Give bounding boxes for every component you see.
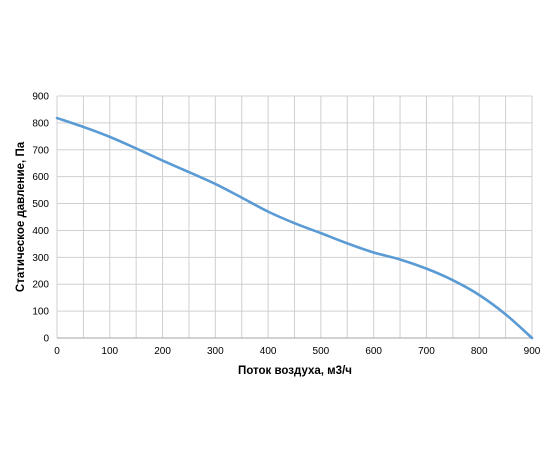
y-tick-label: 0 (43, 334, 49, 345)
gridlines (56, 95, 533, 339)
y-tick-label: 500 (32, 199, 49, 210)
y-tick-label: 700 (32, 145, 49, 156)
x-tick-label: 200 (154, 346, 171, 357)
x-tick-label: 600 (365, 346, 382, 357)
y-tick-label: 800 (32, 118, 49, 129)
x-tick-label: 300 (207, 346, 224, 357)
series-lines (55, 116, 534, 340)
x-tick-label: 800 (471, 346, 488, 357)
y-tick-label: 600 (32, 172, 49, 183)
x-tick-label: 700 (418, 346, 435, 357)
x-tick-label: 0 (54, 346, 60, 357)
x-tick-label: 500 (313, 346, 330, 357)
x-tick-label: 400 (260, 346, 277, 357)
y-tick-label: 400 (32, 226, 49, 237)
y-axis-title: Статическое давление, Па (15, 141, 27, 292)
x-axis-title: Поток воздуха, м3/ч (238, 365, 352, 377)
x-tick-label: 900 (524, 346, 541, 357)
tick-labels: 0 100 200 300 400 500 600 700 800 900 0 100 200 300 40… (32, 92, 540, 358)
y-tick-label: 900 (32, 92, 49, 103)
y-tick-label: 100 (32, 307, 49, 318)
x-tick-label: 100 (101, 346, 118, 357)
pressure-curve (55, 116, 534, 340)
y-tick-label: 200 (32, 280, 49, 291)
y-tick-label: 300 (32, 253, 49, 264)
